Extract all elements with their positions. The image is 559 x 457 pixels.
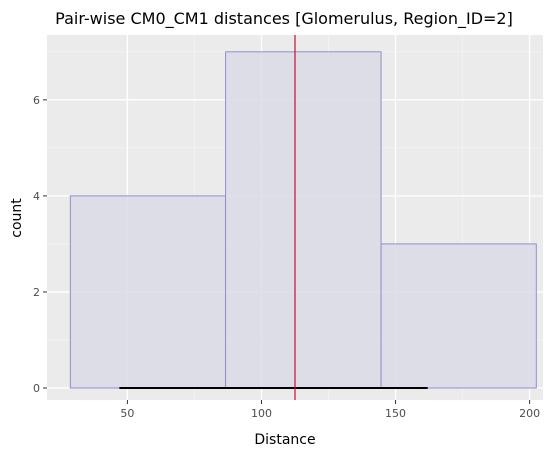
y-tick-label: 6 bbox=[33, 94, 40, 107]
histogram-bar bbox=[225, 51, 382, 389]
x-tick-label: 200 bbox=[519, 407, 540, 420]
histogram-bars bbox=[69, 51, 537, 389]
histogram-bar bbox=[69, 195, 227, 389]
y-tick-label: 4 bbox=[33, 190, 40, 203]
y-tick-label: 0 bbox=[33, 382, 40, 395]
y-axis-ticks: 0 2 4 6 bbox=[33, 94, 47, 395]
x-axis-ticks: 50 100 150 200 bbox=[120, 400, 540, 420]
histogram-bar bbox=[380, 243, 537, 389]
overlay-lines bbox=[119, 35, 428, 400]
x-tick-label: 50 bbox=[120, 407, 134, 420]
y-axis-title: count bbox=[9, 198, 25, 238]
x-tick-label: 150 bbox=[385, 407, 406, 420]
x-axis-title: Distance bbox=[254, 432, 315, 448]
chart-title: Pair-wise CM0_CM1 distances [Glomerulus,… bbox=[55, 9, 513, 29]
y-tick-label: 2 bbox=[33, 286, 40, 299]
x-tick-label: 100 bbox=[251, 407, 272, 420]
